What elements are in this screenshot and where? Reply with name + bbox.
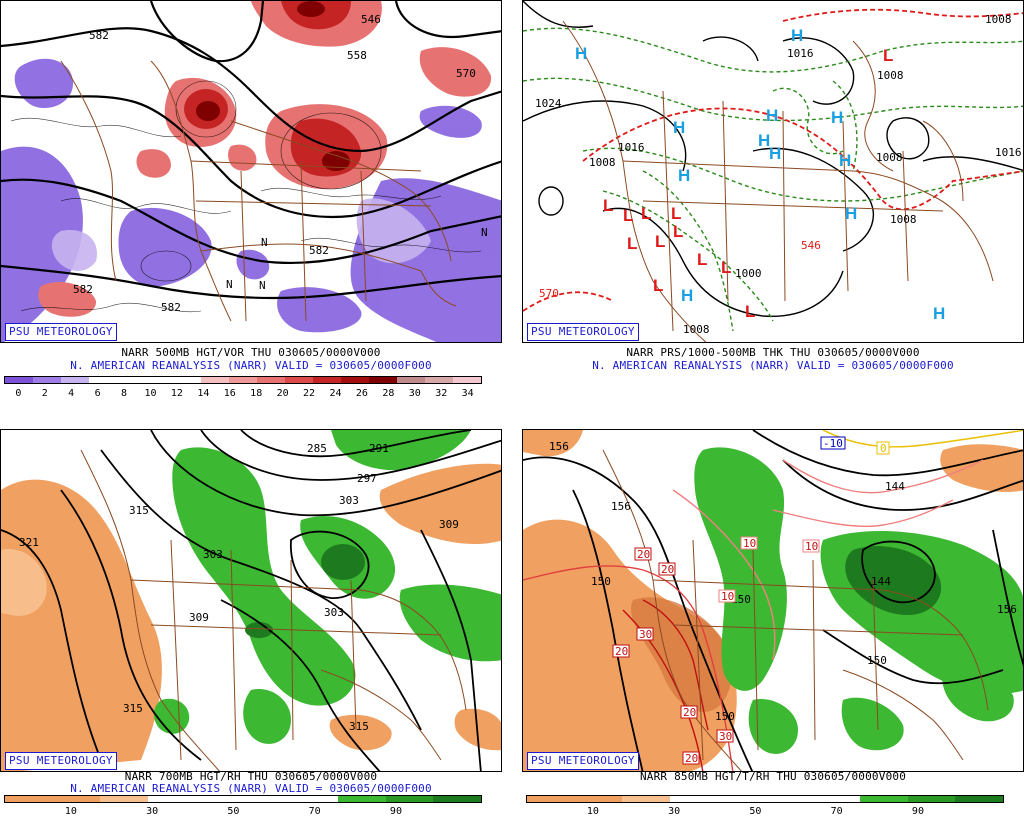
colorbar-swatch [173, 377, 201, 383]
scale-tick: 32 [435, 388, 448, 399]
colorbar-swatch [907, 796, 956, 802]
psu-meteorology-badge: PSU METEOROLOGY [5, 323, 117, 341]
colorbar-swatch [147, 796, 196, 802]
valid-time: N. AMERICAN REANALYSIS (NARR) VALID = 03… [70, 782, 432, 795]
scale-tick: 90 [389, 806, 402, 817]
map-700mb: 285 291 297 303 303 309 315 321 309 303 … [0, 429, 502, 772]
scale-tick: 24 [329, 388, 342, 399]
colorbar-swatch [622, 796, 670, 802]
scale-tick: 18 [250, 388, 263, 399]
colorbar-swatch [338, 796, 386, 802]
scale-tick: 10 [64, 806, 77, 817]
rh-700-map-graphic [1, 430, 501, 771]
colorbar-swatch [100, 796, 148, 802]
colorbar-swatch [341, 377, 369, 383]
scale-tick: 8 [121, 388, 128, 399]
colorbar-swatch [433, 796, 481, 802]
colorbar-swatch [397, 377, 425, 383]
colorbar-swatch [425, 377, 453, 383]
colorbar-swatch [313, 377, 341, 383]
vorticity-colorbar [4, 376, 482, 384]
colorbar-swatch [242, 796, 291, 802]
product-title: NARR PRS/1000-500MB THK THU 030605/0000V… [626, 346, 920, 359]
colorbar-swatch [5, 377, 33, 383]
colorbar-swatch [89, 377, 117, 383]
scale-tick: 10 [144, 388, 157, 399]
colorbar-swatch [764, 796, 813, 802]
scale-tick: 22 [303, 388, 316, 399]
vorticity-scale-ticks: 0 2 4 6 8 10 12 14 16 18 20 22 24 26 28 30 32 34 [4, 388, 482, 402]
psu-meteorology-badge: PSU METEOROLOGY [527, 323, 639, 341]
psu-meteorology-badge: PSU METEOROLOGY [527, 752, 639, 770]
colorbar-swatch [257, 377, 285, 383]
scale-tick: 90 [911, 806, 924, 817]
rh-colorbar [526, 795, 1004, 803]
rh-850-map-graphic [523, 430, 1023, 771]
vorticity-map-graphic [1, 1, 501, 342]
panel-850mb-temp-rh: 156 144 150 150 150 156 144 150 156 20 2… [522, 410, 1024, 819]
scale-tick: 12 [170, 388, 183, 399]
scale-tick: 30 [146, 806, 159, 817]
panel-700mb-rh: 285 291 297 303 303 309 315 321 309 303 … [0, 410, 502, 819]
colorbar-swatch [229, 377, 257, 383]
scale-tick: 10 [586, 806, 599, 817]
colorbar-swatch [669, 796, 718, 802]
colorbar-swatch [117, 377, 145, 383]
scale-tick: 0 [15, 388, 22, 399]
scale-tick: 50 [227, 806, 240, 817]
colorbar-swatch [61, 377, 89, 383]
product-title: NARR 500MB HGT/VOR THU 030605/0000V000 [121, 346, 381, 359]
panel-500mb-vorticity: 546 558 570 582 582 582 582 N N N N PSU … [0, 0, 502, 409]
scale-tick: 50 [749, 806, 762, 817]
colorbar-swatch [453, 377, 481, 383]
colorbar-swatch [33, 377, 61, 383]
panel-pressure-thickness: 1008 1016 1008 1024 1008 1016 1016 1008 … [522, 0, 1024, 409]
colorbar-swatch [369, 377, 397, 383]
colorbar-swatch [145, 377, 173, 383]
scale-tick: 20 [276, 388, 289, 399]
colorbar-swatch [5, 796, 53, 802]
scale-tick: 28 [382, 388, 395, 399]
pressure-map-graphic [523, 1, 1023, 342]
scale-tick: 16 [223, 388, 236, 399]
colorbar-swatch [285, 377, 313, 383]
scale-tick: 30 [668, 806, 681, 817]
rh-scale-ticks: 10 30 50 70 90 [4, 806, 482, 820]
scale-tick: 30 [408, 388, 421, 399]
rh-scale-ticks: 10 30 50 70 90 [526, 806, 1004, 820]
colorbar-swatch [195, 796, 243, 802]
colorbar-swatch [290, 796, 339, 802]
valid-time: N. AMERICAN REANALYSIS (NARR) VALID = 03… [592, 359, 954, 372]
product-title: NARR 700MB HGT/RH THU 030605/0000V000 [124, 770, 378, 783]
scale-tick: 70 [830, 806, 843, 817]
psu-meteorology-badge: PSU METEOROLOGY [5, 752, 117, 770]
map-850mb: 156 144 150 150 150 156 144 150 156 20 2… [522, 429, 1024, 772]
colorbar-swatch [717, 796, 765, 802]
colorbar-swatch [574, 796, 623, 802]
scale-tick: 70 [308, 806, 321, 817]
product-title: NARR 850MB HGT/T/RH THU 030605/0000V000 [639, 770, 907, 783]
scale-tick: 26 [355, 388, 368, 399]
colorbar-swatch [860, 796, 908, 802]
scale-tick: 34 [461, 388, 474, 399]
colorbar-swatch [812, 796, 861, 802]
rh-colorbar [4, 795, 482, 803]
scale-tick: 14 [197, 388, 210, 399]
scale-tick: 4 [68, 388, 75, 399]
colorbar-swatch [385, 796, 434, 802]
colorbar-swatch [527, 796, 575, 802]
map-500mb: 546 558 570 582 582 582 582 N N N N PSU … [0, 0, 502, 343]
map-pressure: 1008 1016 1008 1024 1008 1016 1016 1008 … [522, 0, 1024, 343]
colorbar-swatch [52, 796, 101, 802]
valid-time: N. AMERICAN REANALYSIS (NARR) VALID = 03… [70, 359, 432, 372]
colorbar-swatch [201, 377, 229, 383]
colorbar-swatch [955, 796, 1003, 802]
scale-tick: 6 [94, 388, 101, 399]
scale-tick: 2 [41, 388, 48, 399]
